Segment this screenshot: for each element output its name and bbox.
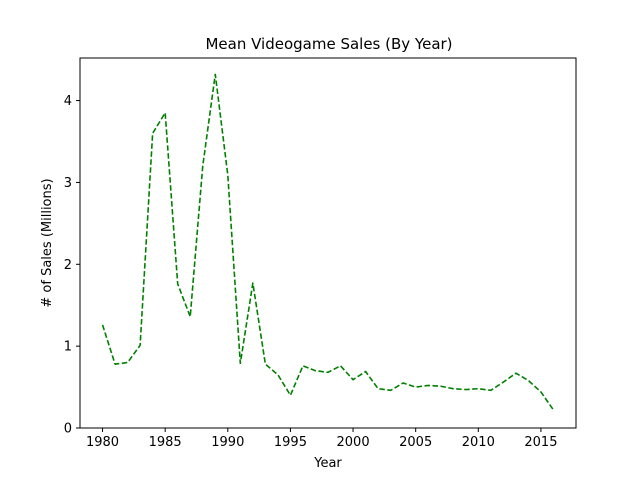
x-tick-label: 2000 [337,435,370,450]
x-tick-label: 2015 [524,435,557,450]
x-tick-label: 2005 [399,435,432,450]
x-axis-label: Year [313,456,342,471]
chart-title: Mean Videogame Sales (By Year) [205,35,452,53]
plot-frame [79,57,577,429]
x-tick-label: 1985 [149,435,182,450]
y-tick-label: 4 [64,94,72,109]
x-tick-label: 2010 [462,435,495,450]
y-axis: 0 1 2 3 4 [64,94,80,437]
x-tick-label: 1980 [86,435,119,450]
y-tick-label: 0 [64,422,72,437]
x-axis: 1980 1985 1990 1995 2000 2005 2010 2015 [86,428,557,450]
y-tick-label: 2 [64,258,72,273]
series-line [101,73,555,411]
x-tick-label: 1990 [211,435,244,450]
y-tick-label: 1 [64,340,72,355]
y-tick-label: 3 [64,176,72,191]
y-axis-label: # of Sales (Millions) [40,178,55,307]
x-tick-label: 1995 [274,435,307,450]
